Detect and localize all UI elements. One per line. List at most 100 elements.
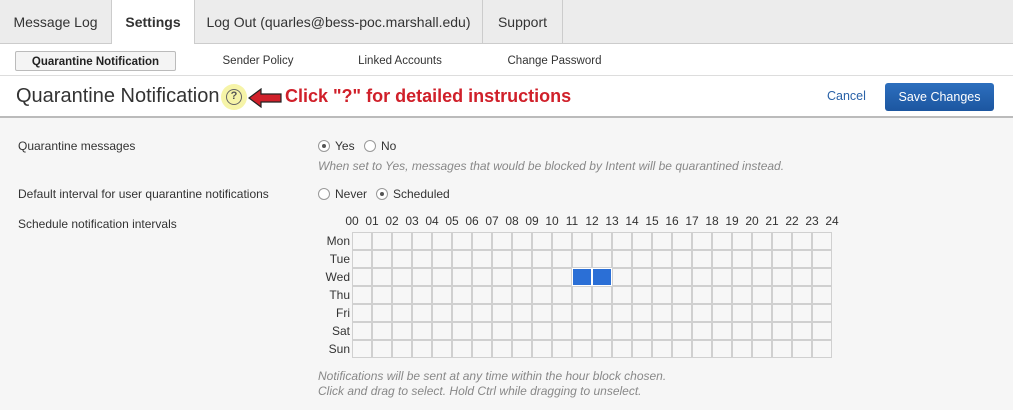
schedule-cell[interactable] bbox=[492, 250, 512, 268]
schedule-cell[interactable] bbox=[512, 268, 532, 286]
schedule-cell[interactable] bbox=[592, 268, 612, 286]
schedule-cell[interactable] bbox=[692, 268, 712, 286]
schedule-cell[interactable] bbox=[812, 304, 832, 322]
schedule-cell[interactable] bbox=[452, 268, 472, 286]
subnav-change-password[interactable]: Change Password bbox=[507, 55, 602, 67]
schedule-cell[interactable] bbox=[672, 322, 692, 340]
schedule-cell[interactable] bbox=[592, 304, 612, 322]
schedule-cell[interactable] bbox=[632, 232, 652, 250]
schedule-cell[interactable] bbox=[472, 286, 492, 304]
schedule-cell[interactable] bbox=[672, 268, 692, 286]
schedule-cell[interactable] bbox=[792, 268, 812, 286]
schedule-cell[interactable] bbox=[712, 304, 732, 322]
tab-log-out[interactable]: Log Out (quarles@bess-poc.marshall.edu) bbox=[195, 0, 483, 44]
schedule-cell[interactable] bbox=[632, 322, 652, 340]
schedule-cell[interactable] bbox=[752, 304, 772, 322]
schedule-cell[interactable] bbox=[352, 340, 372, 358]
schedule-cell[interactable] bbox=[532, 250, 552, 268]
schedule-cell[interactable] bbox=[572, 322, 592, 340]
schedule-cell[interactable] bbox=[552, 286, 572, 304]
schedule-cell[interactable] bbox=[372, 268, 392, 286]
schedule-cell[interactable] bbox=[352, 268, 372, 286]
schedule-cell[interactable] bbox=[612, 322, 632, 340]
schedule-cell[interactable] bbox=[392, 322, 412, 340]
subnav-linked-accounts[interactable]: Linked Accounts bbox=[358, 55, 442, 67]
schedule-cell[interactable] bbox=[432, 268, 452, 286]
schedule-cell[interactable] bbox=[412, 286, 432, 304]
schedule-cell[interactable] bbox=[732, 286, 752, 304]
schedule-cell[interactable] bbox=[652, 340, 672, 358]
schedule-cell[interactable] bbox=[452, 232, 472, 250]
schedule-cell[interactable] bbox=[812, 250, 832, 268]
quarantine-no-radio[interactable]: No bbox=[364, 139, 396, 153]
schedule-cell[interactable] bbox=[532, 268, 552, 286]
schedule-cell[interactable] bbox=[412, 304, 432, 322]
schedule-cell[interactable] bbox=[632, 340, 652, 358]
schedule-cell[interactable] bbox=[612, 268, 632, 286]
schedule-cell[interactable] bbox=[572, 232, 592, 250]
schedule-cell[interactable] bbox=[812, 232, 832, 250]
schedule-cell[interactable] bbox=[672, 340, 692, 358]
schedule-cell[interactable] bbox=[472, 268, 492, 286]
schedule-cell[interactable] bbox=[632, 304, 652, 322]
schedule-cell[interactable] bbox=[692, 286, 712, 304]
schedule-cell[interactable] bbox=[372, 286, 392, 304]
subnav-quarantine-notification[interactable]: Quarantine Notification bbox=[15, 51, 176, 71]
schedule-cell[interactable] bbox=[792, 250, 812, 268]
schedule-cell[interactable] bbox=[772, 304, 792, 322]
schedule-cell[interactable] bbox=[452, 286, 472, 304]
schedule-cell[interactable] bbox=[692, 340, 712, 358]
schedule-cell[interactable] bbox=[792, 322, 812, 340]
schedule-cell[interactable] bbox=[572, 304, 592, 322]
schedule-cell[interactable] bbox=[752, 232, 772, 250]
schedule-cell[interactable] bbox=[512, 250, 532, 268]
schedule-cell[interactable] bbox=[752, 250, 772, 268]
schedule-cell[interactable] bbox=[492, 286, 512, 304]
schedule-cell[interactable] bbox=[792, 304, 812, 322]
schedule-cell[interactable] bbox=[512, 340, 532, 358]
schedule-cell[interactable] bbox=[572, 286, 592, 304]
schedule-cell[interactable] bbox=[552, 322, 572, 340]
schedule-cell[interactable] bbox=[812, 322, 832, 340]
schedule-cell[interactable] bbox=[392, 340, 412, 358]
schedule-cell[interactable] bbox=[372, 340, 392, 358]
schedule-cell[interactable] bbox=[412, 268, 432, 286]
schedule-cell[interactable] bbox=[432, 250, 452, 268]
schedule-cell[interactable] bbox=[532, 304, 552, 322]
schedule-cell[interactable] bbox=[572, 250, 592, 268]
tab-settings[interactable]: Settings bbox=[112, 0, 195, 45]
schedule-cell[interactable] bbox=[572, 268, 592, 286]
tab-support[interactable]: Support bbox=[483, 0, 563, 44]
schedule-cell[interactable] bbox=[372, 322, 392, 340]
schedule-cell[interactable] bbox=[452, 250, 472, 268]
schedule-cell[interactable] bbox=[432, 340, 452, 358]
schedule-cell[interactable] bbox=[632, 250, 652, 268]
schedule-cell[interactable] bbox=[752, 340, 772, 358]
schedule-cell[interactable] bbox=[432, 304, 452, 322]
schedule-cell[interactable] bbox=[532, 322, 552, 340]
schedule-cell[interactable] bbox=[472, 232, 492, 250]
schedule-cell[interactable] bbox=[432, 322, 452, 340]
schedule-cell[interactable] bbox=[612, 304, 632, 322]
schedule-cell[interactable] bbox=[552, 250, 572, 268]
schedule-cell[interactable] bbox=[492, 304, 512, 322]
schedule-cell[interactable] bbox=[712, 268, 732, 286]
schedule-cell[interactable] bbox=[652, 322, 672, 340]
schedule-cell[interactable] bbox=[432, 286, 452, 304]
schedule-cell[interactable] bbox=[552, 268, 572, 286]
schedule-cell[interactable] bbox=[732, 250, 752, 268]
schedule-cell[interactable] bbox=[632, 268, 652, 286]
schedule-cell[interactable] bbox=[512, 304, 532, 322]
schedule-cell[interactable] bbox=[752, 322, 772, 340]
schedule-cell[interactable] bbox=[672, 286, 692, 304]
schedule-cell[interactable] bbox=[792, 340, 812, 358]
schedule-cell[interactable] bbox=[412, 250, 432, 268]
schedule-cell[interactable] bbox=[732, 304, 752, 322]
schedule-cell[interactable] bbox=[712, 250, 732, 268]
schedule-cell[interactable] bbox=[372, 250, 392, 268]
interval-scheduled-radio[interactable]: Scheduled bbox=[376, 187, 450, 201]
schedule-cell[interactable] bbox=[412, 322, 432, 340]
schedule-cell[interactable] bbox=[452, 304, 472, 322]
schedule-cell[interactable] bbox=[772, 250, 792, 268]
schedule-cell[interactable] bbox=[612, 250, 632, 268]
